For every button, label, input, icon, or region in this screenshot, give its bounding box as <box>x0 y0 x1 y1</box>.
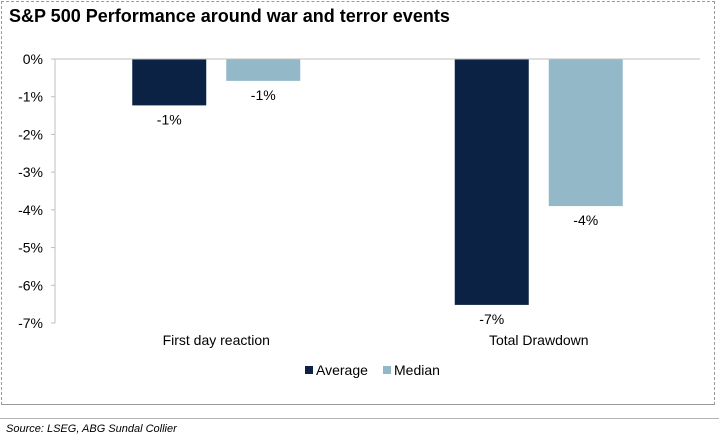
bar-median-0 <box>226 59 301 81</box>
data-label-average-1: -7% <box>479 311 504 327</box>
chart-title: S&P 500 Performance around war and terro… <box>9 6 450 26</box>
data-label-median-0: -1% <box>251 87 276 103</box>
y-tick-label: -7% <box>18 315 43 331</box>
bar-median-1 <box>548 59 623 207</box>
source-note: Source: LSEG, ABG Sundal Collier <box>6 423 177 435</box>
bar-average-1 <box>454 59 529 305</box>
data-label-average-0: -1% <box>157 111 182 127</box>
legend-swatch-average <box>305 366 313 374</box>
y-tick-label: -6% <box>18 277 43 293</box>
y-tick-label: 0% <box>23 51 43 67</box>
y-tick-label: -5% <box>18 240 43 256</box>
source-divider <box>0 418 719 419</box>
x-category-label: First day reaction <box>163 332 270 348</box>
data-label-median-1: -4% <box>573 212 598 228</box>
legend-swatch-median <box>383 366 391 374</box>
bar-chart: 0% -1% -2% -3% -4% -5% -6% -7% -1% -1% First day r… <box>18 51 700 378</box>
legend-label-median: Median <box>394 362 440 378</box>
y-tick-label: -4% <box>18 202 43 218</box>
y-tick-label: -2% <box>18 126 43 142</box>
y-tick-label: -1% <box>18 89 43 105</box>
x-category-label: Total Drawdown <box>489 332 589 348</box>
chart-frame <box>1 1 715 405</box>
y-tick-label: -3% <box>18 164 43 180</box>
bar-average-0 <box>132 59 207 106</box>
legend-label-average: Average <box>316 362 368 378</box>
